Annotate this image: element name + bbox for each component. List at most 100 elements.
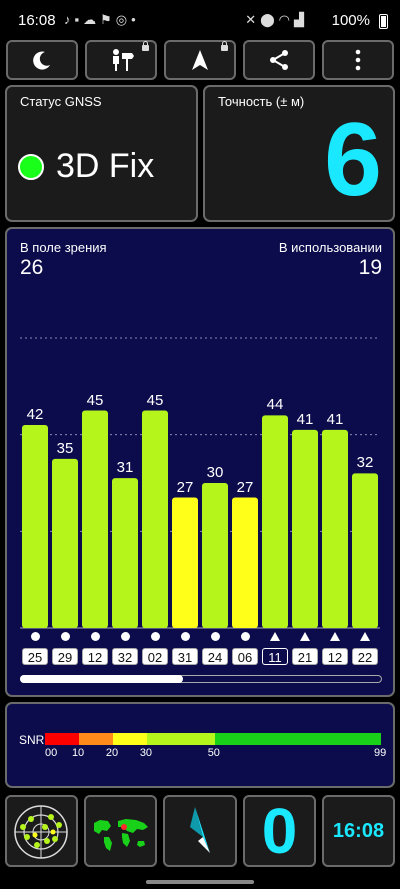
- bar-value-label: 30: [206, 464, 224, 481]
- radar-button[interactable]: [5, 795, 78, 867]
- satellite-id-label[interactable]: 25: [22, 648, 48, 665]
- satellite-id-label[interactable]: 21: [292, 648, 318, 665]
- in-view-label: В поле зрения: [20, 240, 107, 255]
- snr-tick-label: 00: [45, 747, 58, 759]
- notification-icons: ♪▪☁⚑◎•: [64, 12, 140, 28]
- snr-bar: [22, 425, 48, 628]
- wifi-icon: ◠: [278, 12, 294, 27]
- snr-scale-segment: [112, 733, 147, 745]
- message-icon: ▪: [74, 12, 84, 27]
- compass-icon: [190, 807, 210, 853]
- bar-value-label: 41: [326, 410, 344, 428]
- satellite-scroll-thumb[interactable]: [20, 675, 183, 683]
- triangle-marker-icon: [330, 632, 340, 641]
- clock-display[interactable]: 16:08: [322, 795, 395, 867]
- share-icon: [270, 50, 288, 70]
- snr-label: SNR: [19, 733, 45, 747]
- trail-button[interactable]: [85, 40, 157, 80]
- satellite-id-label[interactable]: 29: [52, 648, 78, 665]
- bar-value-label: 42: [26, 406, 44, 423]
- signal-icon: ▟: [294, 12, 308, 27]
- cloud-icon: ☁: [83, 12, 101, 27]
- snr-bar: [52, 458, 78, 628]
- triangle-marker-icon: [300, 632, 310, 641]
- battery-icon: [379, 14, 388, 29]
- night-mode-button[interactable]: [6, 40, 78, 80]
- status-bar: 16:08 ♪▪☁⚑◎• ✕⬤◠▟ 100%: [0, 0, 400, 40]
- bar-value-label: 27: [236, 478, 254, 496]
- snr-bar-chart: [20, 337, 380, 629]
- navigation-arrow-icon: [192, 50, 208, 70]
- snr-scale-segment: [214, 733, 381, 745]
- snr-bar: [142, 410, 168, 628]
- snr-scale-segment: [45, 733, 79, 745]
- fix-indicator-dot: [18, 153, 44, 180]
- fix-value: 3D Fix: [56, 147, 155, 185]
- gnss-status-label: Статус GNSS: [20, 94, 102, 109]
- radar-icon: [14, 805, 68, 859]
- circle-marker-icon: [30, 632, 40, 641]
- satellite-id-label[interactable]: 24: [202, 648, 228, 665]
- flag-icon: ⚑: [100, 12, 116, 27]
- circle-marker-icon: [90, 632, 100, 641]
- lock-icon: [221, 41, 228, 51]
- bar-value-label: 35: [56, 439, 74, 457]
- bar-value-label: 41: [296, 410, 314, 428]
- satellite-id-label[interactable]: 32: [112, 648, 138, 665]
- system-icons: ✕⬤◠▟: [245, 12, 308, 28]
- more-dot-icon: •: [131, 12, 140, 27]
- gnss-fix-status: 3D Fix: [18, 147, 154, 186]
- clock-value: 16:08: [332, 819, 385, 842]
- snr-bar: [232, 497, 258, 628]
- bar-value-label: 32: [356, 454, 374, 472]
- accuracy-value: 6: [324, 102, 382, 218]
- tiktok-icon: ♪: [64, 12, 75, 27]
- share-button[interactable]: [243, 40, 315, 80]
- moon-icon: [33, 51, 50, 70]
- location-icon: ⬤: [260, 12, 279, 27]
- bar-value-label: 31: [116, 459, 134, 477]
- snr-bar: [262, 415, 288, 628]
- more-button[interactable]: [322, 40, 394, 80]
- snr-bar: [352, 473, 378, 628]
- lock-icon: [142, 41, 149, 51]
- circle-marker-icon: [240, 632, 250, 641]
- snr-tick-label: 20: [105, 747, 119, 759]
- snr-bar: [82, 410, 108, 628]
- circle-marker-icon: [210, 632, 220, 641]
- snr-bar: [172, 497, 198, 628]
- snr-tick-label: 99: [374, 747, 387, 759]
- battery-percent: 100%: [331, 12, 370, 29]
- snr-bar: [112, 478, 138, 628]
- snr-scale-segment: [146, 733, 215, 745]
- mute-icon: ✕: [245, 12, 261, 27]
- world-map-icon: [94, 819, 148, 851]
- snr-scale-segment: [78, 733, 113, 745]
- snr-bar: [322, 429, 348, 628]
- snr-tick-label: 30: [139, 747, 153, 759]
- bar-value-label: 27: [176, 478, 194, 496]
- compass-button[interactable]: [163, 795, 237, 867]
- satellite-id-label[interactable]: 12: [82, 648, 108, 665]
- satellite-id-label[interactable]: 31: [172, 648, 198, 665]
- satellite-id-label[interactable]: 06: [232, 648, 258, 665]
- bar-value-label: 45: [146, 391, 164, 409]
- satellite-id-label[interactable]: 22: [352, 648, 378, 665]
- satellite-id-label[interactable]: 02: [142, 648, 168, 665]
- snr-bar: [292, 429, 318, 628]
- circle-marker-icon: [180, 632, 190, 641]
- in-use-count: 19: [358, 256, 382, 279]
- home-indicator[interactable]: [146, 880, 254, 884]
- speed-display[interactable]: 0: [243, 795, 316, 867]
- sync-icon: ◎: [115, 12, 132, 27]
- accuracy-panel: [203, 85, 395, 222]
- accuracy-label: Точность (± м): [218, 94, 305, 109]
- circle-marker-icon: [60, 632, 70, 641]
- satellite-id-label[interactable]: 11: [262, 648, 288, 665]
- map-button[interactable]: [84, 795, 157, 867]
- triangle-marker-icon: [360, 632, 370, 641]
- satellite-id-label[interactable]: 12: [322, 648, 348, 665]
- triangle-marker-icon: [270, 632, 280, 641]
- navigate-button[interactable]: [164, 40, 236, 80]
- circle-marker-icon: [150, 632, 160, 641]
